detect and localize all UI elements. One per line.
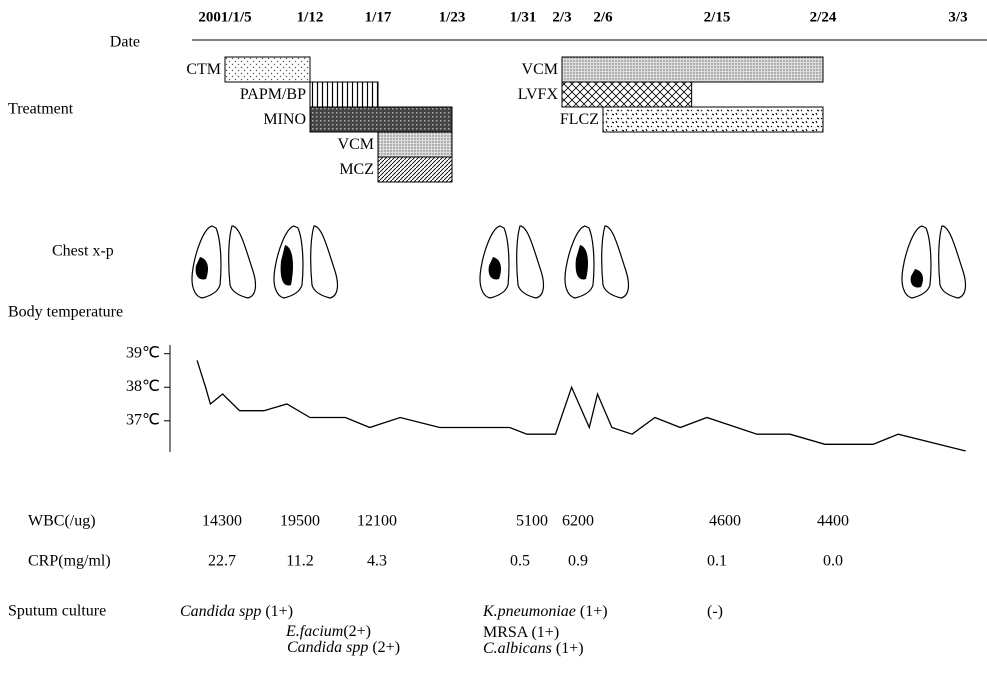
treatment-label: CTM [186, 61, 221, 78]
organism: K.pneumoniae [482, 603, 576, 620]
temperature-line [196, 360, 966, 452]
date-label: 1/12 [297, 9, 324, 25]
crp-value: 0.5 [510, 553, 530, 570]
treatment-bar [224, 56, 311, 83]
sputum-result: E.facium(2+) [285, 623, 371, 640]
y-tick-label: 38℃ [126, 378, 160, 395]
chest-xray [564, 225, 630, 299]
treatment-bar [561, 56, 824, 83]
sputum-result: (-) [707, 603, 723, 620]
lesion [195, 257, 208, 280]
row-label: Date [110, 34, 140, 51]
wbc-value: 14300 [202, 513, 242, 530]
wbc-value: 19500 [280, 513, 320, 530]
crp-value: 0.0 [823, 553, 843, 570]
sputum-result: Candida spp (2+) [287, 639, 400, 656]
lesion [575, 245, 588, 280]
date-label: 3/3 [948, 9, 967, 25]
y-tick-label: 39℃ [126, 344, 160, 361]
row-label: Chest x-p [52, 243, 114, 260]
chest-xray [273, 225, 339, 299]
treatment-bar [309, 106, 453, 133]
chest-xray [901, 225, 967, 299]
row-label: Sputum culture [8, 603, 106, 620]
date-label: 1/23 [439, 9, 466, 25]
row-label: WBC(/ug) [28, 513, 96, 530]
treatment-bar [377, 131, 453, 158]
sputum-result: C.albicans (1+) [483, 640, 584, 657]
row-label: CRP(mg/ml) [28, 553, 111, 570]
grade: (1+) [261, 603, 293, 620]
wbc-value: 6200 [562, 513, 594, 530]
lung [938, 225, 967, 299]
grade: (2+) [368, 639, 400, 656]
lung [516, 225, 545, 299]
wbc-value: 4400 [817, 513, 849, 530]
lung [901, 225, 932, 299]
treatment-label: MCZ [339, 161, 374, 178]
grade: (1+) [552, 640, 584, 657]
sputum-result: K.pneumoniae (1+) [482, 603, 608, 620]
treatment-label: VCM [522, 61, 558, 78]
wbc-value: 5100 [516, 513, 548, 530]
grade: (1+) [576, 603, 608, 620]
crp-value: 0.1 [707, 553, 727, 570]
lung [228, 225, 257, 299]
lesion [910, 269, 923, 288]
treatment-label: MINO [263, 111, 306, 128]
crp-value: 11.2 [286, 553, 313, 570]
date-label: 2001/1/5 [198, 9, 251, 25]
wbc-value: 12100 [357, 513, 397, 530]
organism: C.albicans [483, 640, 552, 657]
crp-value: 22.7 [208, 553, 236, 570]
date-label: 1/17 [365, 9, 392, 25]
grade: MRSA (1+) [483, 624, 559, 641]
crp-value: 0.9 [568, 553, 588, 570]
treatment-label: FLCZ [560, 111, 599, 128]
treatment-bar [561, 81, 693, 108]
date-label: 2/24 [810, 9, 837, 25]
row-label: Treatment [8, 101, 74, 118]
treatment-label: LVFX [518, 86, 559, 103]
wbc-value: 4600 [709, 513, 741, 530]
date-label: 1/31 [510, 9, 537, 25]
chest-xray [191, 225, 257, 299]
treatment-label: PAPM/BP [240, 86, 306, 103]
grade: (-) [707, 603, 723, 620]
organism: Candida spp [180, 603, 261, 620]
sputum-result: Candida spp (1+) [180, 603, 293, 620]
row-label: Body temperature [8, 304, 123, 321]
lesion [488, 257, 501, 280]
y-tick-label: 37℃ [126, 411, 160, 428]
lung [601, 225, 630, 299]
treatment-bar [377, 156, 453, 183]
treatment-bar [602, 106, 824, 133]
crp-value: 4.3 [367, 553, 387, 570]
organism: Candida spp [287, 639, 368, 656]
treatment-bar [309, 81, 379, 108]
chest-xray [479, 225, 545, 299]
organism: E.facium [285, 623, 343, 640]
lung [310, 225, 339, 299]
treatment-label: VCM [338, 136, 374, 153]
sputum-result: MRSA (1+) [483, 624, 559, 641]
grade: (2+) [343, 623, 371, 640]
date-label: 2/6 [593, 9, 613, 25]
lesion [280, 245, 293, 286]
date-label: 2/15 [704, 9, 731, 25]
date-label: 2/3 [552, 9, 571, 25]
